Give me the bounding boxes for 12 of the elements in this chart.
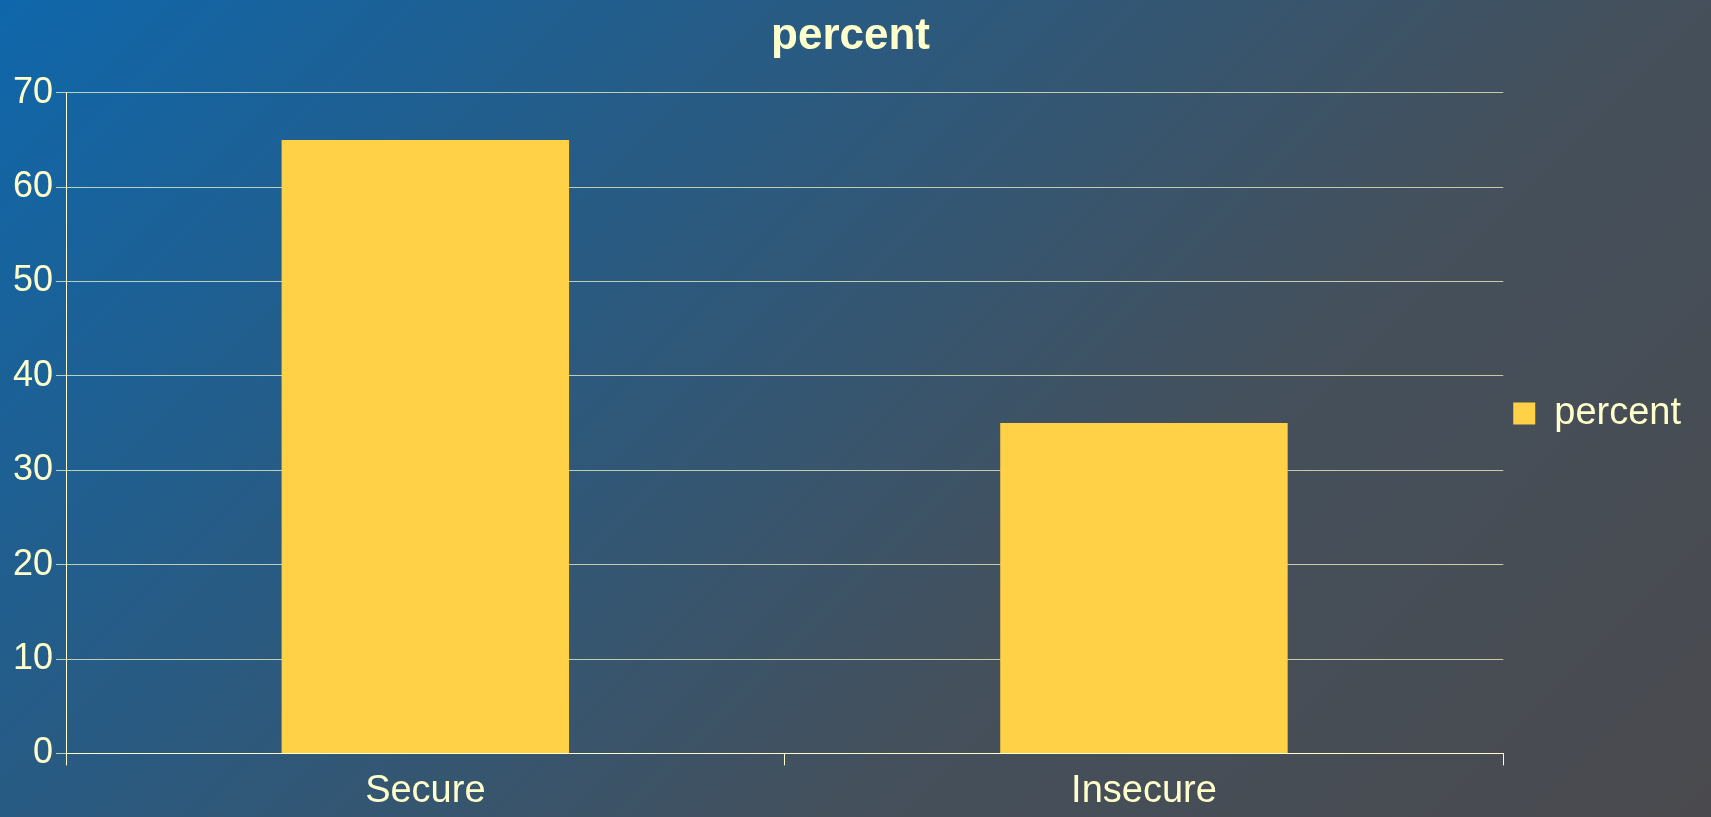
y-tick-label: 60 bbox=[13, 164, 54, 206]
y-tick-label: 10 bbox=[13, 635, 54, 677]
x-tick-label: Secure bbox=[365, 767, 486, 810]
legend-label: percent bbox=[1554, 389, 1682, 432]
y-tick-label: 30 bbox=[13, 447, 54, 489]
y-tick-label: 40 bbox=[13, 352, 54, 394]
chart-title: percent bbox=[771, 8, 931, 58]
x-tick-label: Insecure bbox=[1071, 767, 1217, 810]
y-tick-label: 20 bbox=[13, 541, 54, 583]
y-tick-label: 50 bbox=[13, 258, 54, 300]
y-tick-label: 70 bbox=[13, 69, 54, 111]
y-tick-label: 0 bbox=[33, 730, 54, 772]
